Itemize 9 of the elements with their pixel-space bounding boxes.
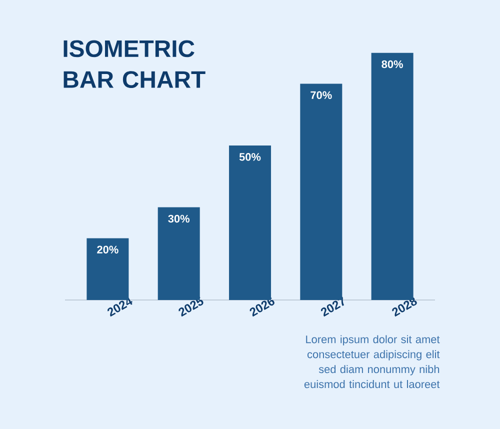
data-label: 30% <box>168 214 190 223</box>
data-label: 50% <box>239 153 261 161</box>
data-label: 20% <box>97 246 118 254</box>
data-label: 70% <box>310 91 332 100</box>
x-tick-label: 2028 <box>392 297 417 317</box>
data-label: 80% <box>382 60 403 68</box>
x-tick-label: 2024 <box>108 296 132 317</box>
text: Lorem ipsum dolor sit amet consectetuer adipiscing elit sed diam nonummy nibh euismod tincidunt ut laoreet <box>304 335 440 388</box>
chart-title: ISOMETRIC BAR CHART <box>64 40 206 88</box>
